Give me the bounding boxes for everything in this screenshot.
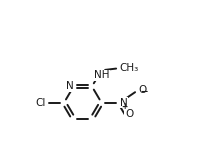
Text: Cl: Cl <box>35 98 46 108</box>
Text: N: N <box>66 81 74 91</box>
Text: O: O <box>125 109 133 119</box>
Text: O: O <box>138 85 146 95</box>
Text: NH: NH <box>94 70 109 80</box>
Text: −: − <box>140 87 148 96</box>
Text: CH₃: CH₃ <box>120 63 139 73</box>
Text: +: + <box>121 102 127 111</box>
Text: N: N <box>120 98 128 108</box>
